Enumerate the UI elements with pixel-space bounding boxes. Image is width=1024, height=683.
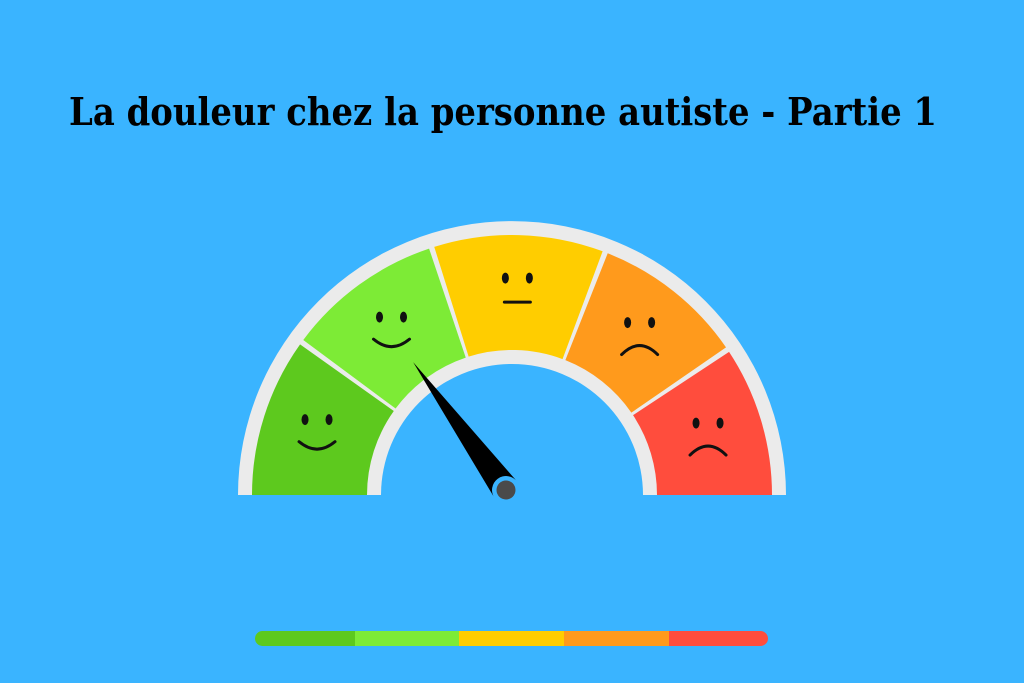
page-title: La douleur chez la personne autiste - Pa… — [69, 89, 937, 134]
eye — [400, 311, 408, 323]
pain-gauge — [238, 221, 786, 500]
eye — [624, 317, 632, 329]
gauge-segment-happy — [303, 248, 466, 409]
eye — [325, 414, 333, 426]
needle-hub — [496, 480, 516, 500]
eye — [525, 272, 533, 284]
mouth — [688, 444, 728, 457]
eye — [716, 417, 724, 429]
scale-bar-segment-very-sad — [669, 631, 768, 646]
eye — [376, 311, 384, 323]
gauge-segment-very-sad — [633, 351, 772, 495]
gauge-segment-very-happy — [252, 344, 394, 495]
mouth — [297, 440, 337, 451]
face-frown-icon — [688, 417, 728, 457]
face-frown-icon — [620, 317, 660, 357]
eye — [301, 414, 309, 426]
scale-bar-segment-happy — [355, 631, 460, 646]
pain-color-scale-bar — [255, 631, 768, 646]
gauge-segment-neutral — [434, 235, 603, 360]
needle-pointer — [413, 362, 518, 499]
face-smile-icon — [372, 311, 412, 349]
eye — [648, 317, 656, 329]
gauge-needle — [413, 362, 518, 500]
mouth — [372, 337, 412, 349]
face-neutral-icon — [501, 272, 533, 304]
eye — [692, 417, 700, 429]
face-smile-icon — [297, 414, 337, 451]
scale-bar-segment-neutral — [459, 631, 565, 646]
scale-bar-segment-very-happy — [255, 631, 356, 646]
scale-bar-segment-sad — [564, 631, 670, 646]
mouth — [620, 344, 660, 357]
gauge-segment-sad — [565, 253, 727, 413]
eye — [501, 272, 509, 284]
